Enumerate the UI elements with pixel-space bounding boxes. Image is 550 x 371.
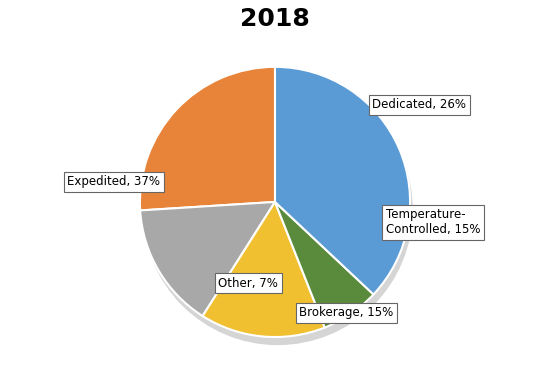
Wedge shape xyxy=(140,202,275,316)
Text: Dedicated, 26%: Dedicated, 26% xyxy=(372,98,466,111)
Text: Expedited, 37%: Expedited, 37% xyxy=(67,175,160,188)
Wedge shape xyxy=(275,67,410,295)
Text: Temperature-
Controlled, 15%: Temperature- Controlled, 15% xyxy=(386,208,480,236)
Title: 2018: 2018 xyxy=(240,7,310,31)
Ellipse shape xyxy=(142,75,413,345)
Text: Brokerage, 15%: Brokerage, 15% xyxy=(299,306,394,319)
Wedge shape xyxy=(275,202,373,328)
Text: Other, 7%: Other, 7% xyxy=(218,276,278,289)
Wedge shape xyxy=(140,67,275,210)
Wedge shape xyxy=(202,202,324,337)
